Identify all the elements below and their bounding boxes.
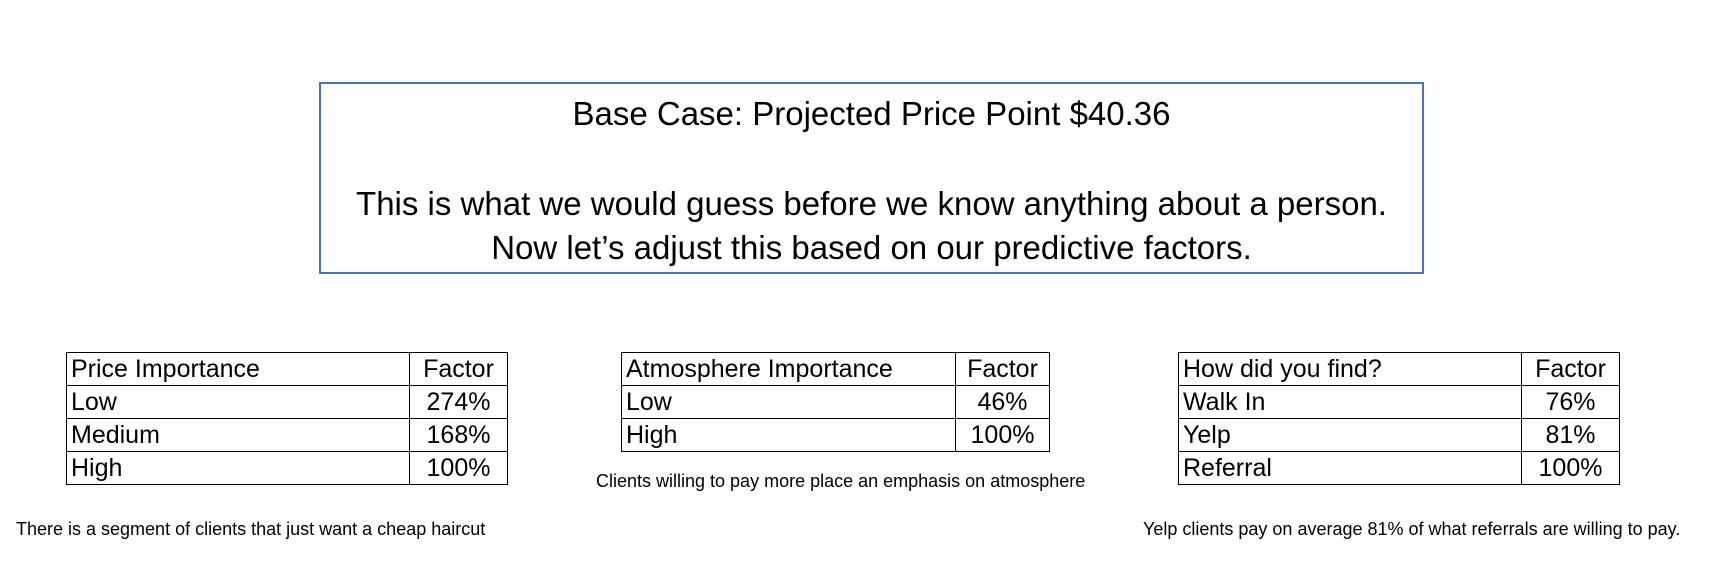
atmosphere-importance-caption: Clients willing to pay more place an emp… bbox=[596, 471, 1086, 491]
description-line-2: Now let’s adjust this based on our predi… bbox=[491, 229, 1252, 266]
row-label: Low bbox=[66, 385, 410, 419]
row-label: High bbox=[621, 418, 956, 452]
row-label: Walk In bbox=[1178, 385, 1522, 419]
atmosphere-importance-table: Atmosphere Importance Factor Low 46% Hig… bbox=[621, 352, 1050, 452]
row-label: Yelp bbox=[1178, 418, 1522, 452]
row-label: Referral bbox=[1178, 451, 1522, 485]
table-row: High 100% bbox=[66, 451, 508, 485]
price-importance-caption: There is a segment of clients that just … bbox=[16, 519, 486, 539]
table-row: Medium 168% bbox=[66, 418, 508, 452]
header-cell-category: Atmosphere Importance bbox=[621, 352, 956, 386]
base-case-title: Base Case: Projected Price Point $40.36 bbox=[572, 95, 1171, 132]
how-did-you-find-table: How did you find? Factor Walk In 76% Yel… bbox=[1178, 352, 1620, 485]
base-case-box: Base Case: Projected Price Point $40.36 … bbox=[319, 82, 1424, 274]
row-factor: 76% bbox=[1521, 385, 1620, 419]
row-factor: 46% bbox=[955, 385, 1050, 419]
row-factor: 274% bbox=[409, 385, 508, 419]
table-row: Low 46% bbox=[621, 385, 1050, 419]
header-cell-factor: Factor bbox=[1521, 352, 1620, 386]
table-header-row: Atmosphere Importance Factor bbox=[621, 352, 1050, 386]
header-cell-factor: Factor bbox=[955, 352, 1050, 386]
table-row: Low 274% bbox=[66, 385, 508, 419]
header-cell-category: How did you find? bbox=[1178, 352, 1522, 386]
table-row: Referral 100% bbox=[1178, 451, 1620, 485]
description-line-1: This is what we would guess before we kn… bbox=[356, 185, 1387, 222]
table-row: Yelp 81% bbox=[1178, 418, 1620, 452]
row-label: Low bbox=[621, 385, 956, 419]
how-did-you-find-caption: Yelp clients pay on average 81% of what … bbox=[1143, 519, 1681, 539]
row-factor: 81% bbox=[1521, 418, 1620, 452]
row-factor: 100% bbox=[1521, 451, 1620, 485]
header-cell-factor: Factor bbox=[409, 352, 508, 386]
row-factor: 100% bbox=[409, 451, 508, 485]
header-cell-category: Price Importance bbox=[66, 352, 410, 386]
price-importance-table: Price Importance Factor Low 274% Medium … bbox=[66, 352, 508, 485]
row-label: High bbox=[66, 451, 410, 485]
row-factor: 168% bbox=[409, 418, 508, 452]
base-case-description: This is what we would guess before we kn… bbox=[321, 182, 1422, 270]
row-label: Medium bbox=[66, 418, 410, 452]
row-factor: 100% bbox=[955, 418, 1050, 452]
table-row: High 100% bbox=[621, 418, 1050, 452]
table-header-row: Price Importance Factor bbox=[66, 352, 508, 386]
table-row: Walk In 76% bbox=[1178, 385, 1620, 419]
table-header-row: How did you find? Factor bbox=[1178, 352, 1620, 386]
